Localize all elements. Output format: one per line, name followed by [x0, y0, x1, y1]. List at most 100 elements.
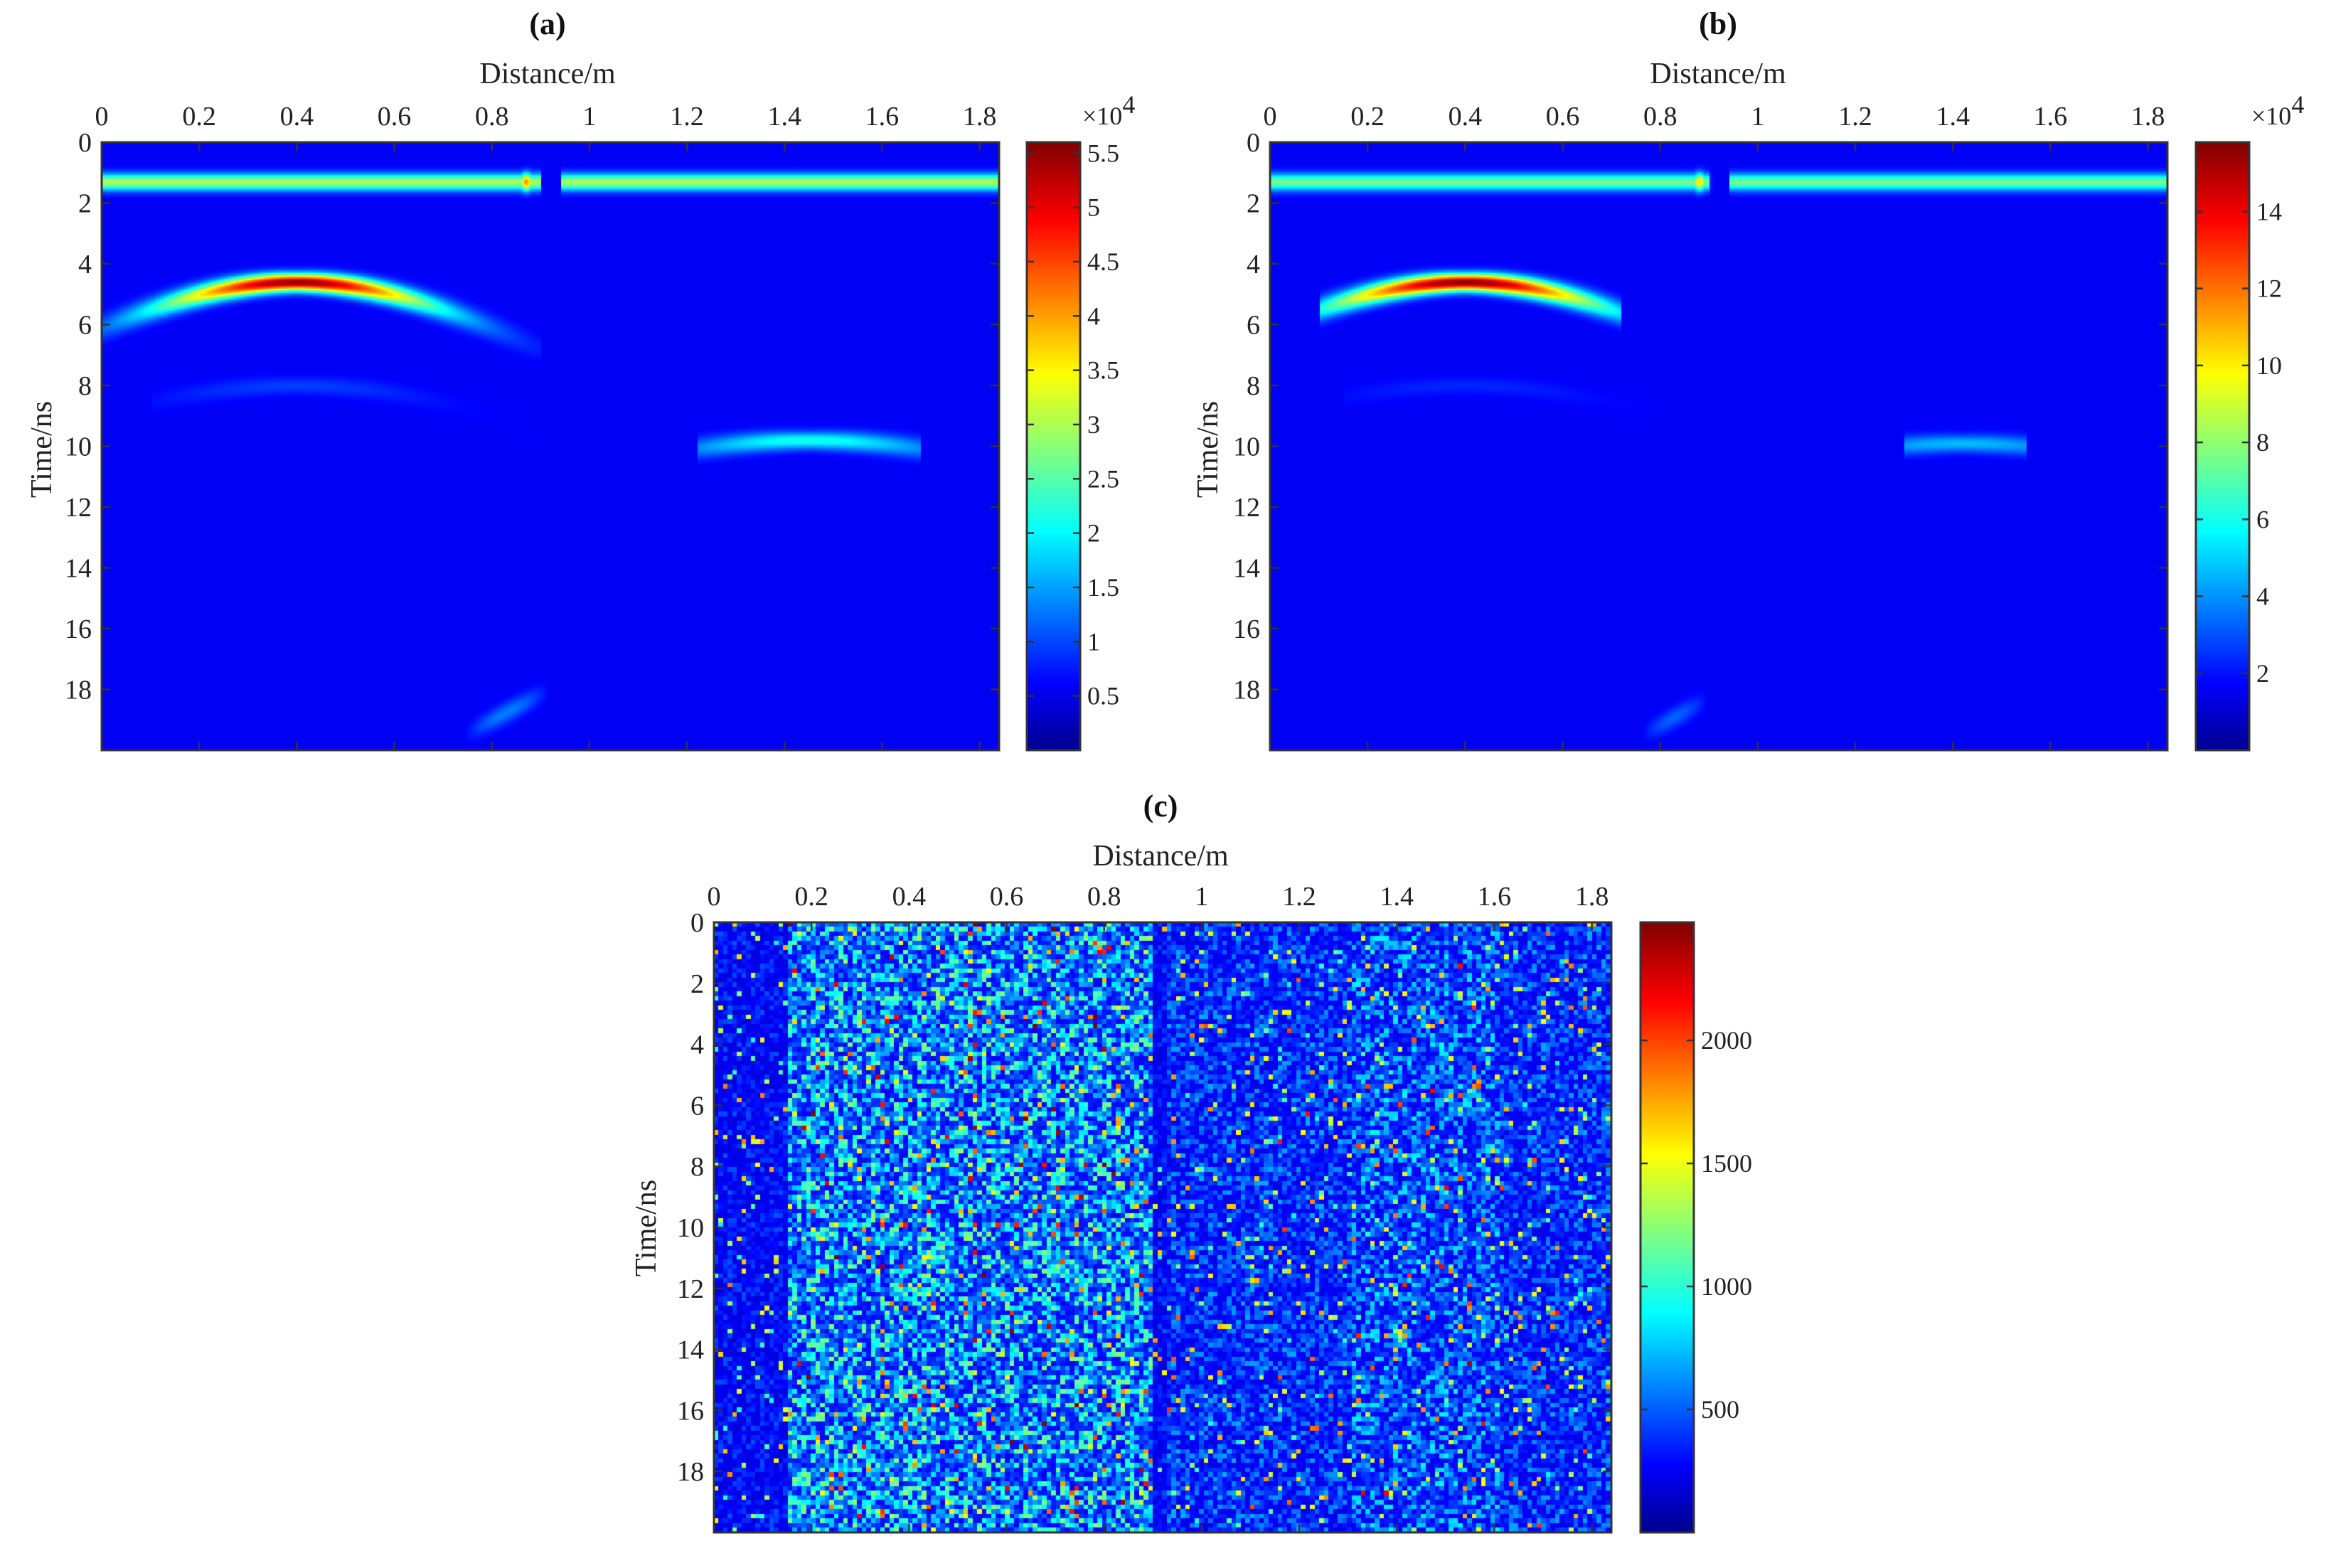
colorbar-tick-label-a: 2	[1087, 519, 1100, 548]
colorbar-tick-label-b: 4	[2256, 582, 2269, 611]
x-tick-label-b: 0.2	[1350, 102, 1385, 132]
x-tick-label-c: 0.4	[892, 882, 927, 912]
y-tick-label-c: 10	[677, 1213, 704, 1243]
y-ticks-b: 0 2 4 6 8 10 12 14 16 18	[1233, 128, 2167, 705]
x-tick-label-a: 0.8	[475, 102, 509, 132]
y-tick-label-b: 12	[1233, 493, 1260, 523]
y-tick-label-a: 4	[78, 250, 92, 279]
y-axis-title-a: Time/ns	[26, 401, 58, 498]
colorbar-tick-label-a: 4.5	[1087, 247, 1119, 276]
x-tick-label-b: 0.8	[1643, 102, 1677, 132]
panel-b: (b) Distance/m Time/ns 0 0.2 0.4 0.6 0.8 1 1.2…	[1192, 6, 2304, 752]
x-tick-label-c: 0	[708, 882, 721, 912]
y-tick-label-b: 0	[1247, 128, 1260, 158]
colorbar-tick-label-b: 2	[2256, 659, 2269, 688]
colorbar-tick-label-c: 2000	[1701, 1026, 1752, 1055]
colorbar-frame-a	[1025, 141, 1082, 752]
colorbar-tick-label-c: 500	[1701, 1395, 1739, 1424]
colorbar-exponent-base-a: ×10	[1082, 102, 1122, 130]
colorbar-tick-label-b: 6	[2256, 505, 2269, 533]
y-tick-label-c: 6	[690, 1091, 704, 1121]
x-axis-title-b: Distance/m	[1650, 58, 1786, 90]
y-tick-label-a: 12	[65, 493, 92, 523]
colorbar-tick-label-a: 1	[1087, 627, 1100, 656]
colorbar-exponent-power-a: 4	[1122, 90, 1135, 119]
colorbar-a	[1027, 142, 1080, 750]
x-tick-label-b: 1.2	[1838, 102, 1872, 132]
y-tick-label-a: 18	[65, 676, 92, 705]
y-tick-label-c: 8	[690, 1152, 704, 1182]
y-tick-label-b: 14	[1233, 554, 1260, 584]
colorbar-ticks-c: 500 1000 1500 2000	[1641, 1026, 1752, 1424]
x-tick-label-b: 1	[1751, 102, 1764, 132]
x-tick-label-c: 0.6	[990, 882, 1024, 912]
y-tick-label-c: 18	[677, 1457, 704, 1487]
x-tick-label-a: 1	[582, 102, 596, 132]
x-tick-label-a: 0.6	[378, 102, 412, 132]
panel-label-c: (c)	[1143, 789, 1178, 823]
colorbar-exponent-base-b: ×10	[2251, 102, 2291, 130]
x-tick-label-c: 1.4	[1380, 882, 1414, 912]
colorbar-exponent-b: ×104	[2251, 90, 2304, 130]
x-tick-label-a: 0.2	[182, 102, 216, 132]
y-ticks-a: 0 2 4 6 8 10 12 14 16 18	[65, 128, 999, 705]
colorbar-frame-c	[1639, 921, 1695, 1534]
y-tick-label-c: 4	[690, 1030, 704, 1060]
y-tick-label-c: 14	[677, 1335, 704, 1365]
x-tick-label-c: 1.8	[1575, 882, 1609, 912]
y-tick-label-b: 8	[1247, 371, 1260, 401]
y-tick-label-a: 8	[78, 371, 92, 401]
x-tick-label-a: 1.6	[865, 102, 900, 132]
y-tick-label-a: 2	[78, 189, 92, 219]
panel-c: (c) Distance/m Time/ns 0 0.2 0.4 0.6 0.8 1 1.2…	[630, 789, 1752, 1534]
colorbar-ticks-b: 2 4 6 8 10 12 14	[2196, 197, 2282, 688]
colorbar-tick-label-b: 12	[2256, 274, 2282, 303]
colorbar-tick-label-a: 3	[1087, 410, 1100, 439]
y-tick-label-a: 10	[65, 432, 92, 462]
y-tick-label-a: 0	[78, 128, 92, 158]
colorbar-exponent-power-b: 4	[2291, 90, 2304, 119]
x-ticks-a: 0 0.2 0.4 0.6 0.8 1 1.2 1.4 1.6 1.8	[95, 102, 997, 750]
y-tick-label-b: 2	[1247, 189, 1260, 219]
y-tick-label-b: 6	[1247, 311, 1260, 341]
y-tick-label-a: 14	[65, 554, 92, 584]
x-tick-label-b: 0.6	[1546, 102, 1580, 132]
x-ticks-c: 0 0.2 0.4 0.6 0.8 1 1.2 1.4 1.6 1.8	[708, 882, 1609, 1532]
y-tick-label-b: 4	[1247, 250, 1260, 279]
colorbar-frame-b	[2194, 141, 2251, 752]
x-tick-label-a: 1.2	[670, 102, 704, 132]
heatmap-c	[714, 922, 1611, 1532]
colorbar-tick-label-b: 14	[2256, 197, 2282, 225]
y-tick-label-a: 6	[78, 311, 92, 341]
y-tick-label-b: 18	[1233, 676, 1260, 705]
colorbar-tick-label-a: 1.5	[1087, 573, 1119, 602]
colorbar-b	[2196, 142, 2249, 750]
y-tick-label-c: 12	[677, 1274, 704, 1304]
y-ticks-c: 0 2 4 6 8 10 12 14 16 18	[677, 908, 1611, 1487]
x-tick-label-a: 1.8	[963, 102, 997, 132]
x-tick-label-a: 1.4	[767, 102, 801, 132]
x-tick-label-b: 1.4	[1936, 102, 1970, 132]
x-tick-label-a: 0.4	[280, 102, 314, 132]
x-tick-label-b: 0.4	[1449, 102, 1483, 132]
x-ticks-b: 0 0.2 0.4 0.6 0.8 1 1.2 1.4 1.6 1.8	[1264, 102, 2165, 750]
x-tick-label-b: 1.8	[2131, 102, 2165, 132]
x-axis-title-c: Distance/m	[1092, 840, 1229, 873]
heatmap-b	[1270, 142, 2167, 750]
colorbar-tick-label-b: 8	[2256, 428, 2269, 457]
x-axis-title-a: Distance/m	[479, 58, 616, 90]
colorbar-tick-label-c: 1500	[1701, 1149, 1752, 1178]
colorbar-tick-label-a: 4	[1087, 302, 1100, 330]
colorbar-exponent-a: ×104	[1082, 90, 1135, 130]
x-tick-label-a: 0	[95, 102, 109, 132]
x-tick-label-b: 0	[1264, 102, 1277, 132]
y-tick-label-b: 10	[1233, 432, 1260, 462]
heatmap-a	[102, 142, 999, 750]
y-axis-title-c: Time/ns	[630, 1180, 663, 1276]
y-axis-title-b: Time/ns	[1192, 401, 1225, 498]
colorbar-ticks-a: 0.5 1 1.5 2 2.5 3 3.5 4 4.5 5 5.5	[1027, 139, 1119, 710]
x-tick-label-c: 1	[1195, 882, 1208, 912]
colorbar-tick-label-b: 10	[2256, 351, 2282, 380]
y-tick-label-c: 0	[690, 908, 704, 938]
colorbar-tick-label-a: 2.5	[1087, 464, 1119, 493]
